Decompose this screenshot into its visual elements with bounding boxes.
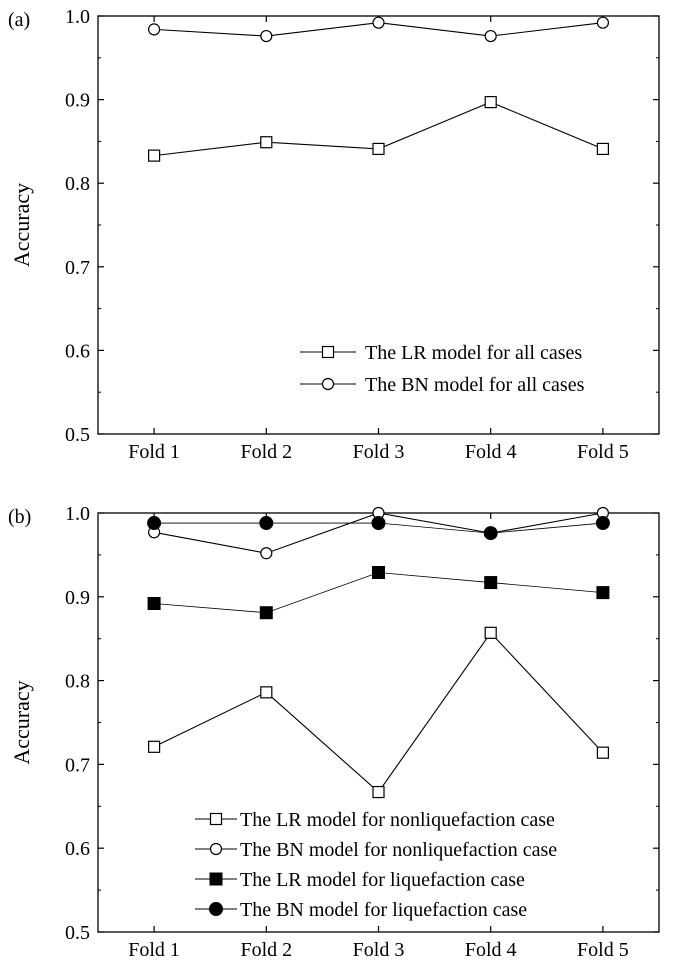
x-tick-label: Fold 5 (577, 441, 629, 463)
data-point (596, 746, 610, 759)
data-point (147, 516, 162, 531)
y-axis-title: Accuracy (9, 680, 34, 764)
data-point (372, 565, 385, 579)
data-point (259, 606, 273, 620)
legend-item: The BN model for all cases (300, 374, 585, 396)
data-point (259, 516, 274, 531)
data-point (372, 142, 385, 156)
x-tick-label: Fold 3 (353, 939, 405, 961)
series-1 (148, 506, 610, 560)
legend-label: The BN model for all cases (365, 374, 585, 396)
series-1 (148, 16, 610, 43)
data-point (260, 686, 273, 699)
y-tick-label: 0.7 (65, 257, 90, 279)
legend-marker (209, 842, 223, 856)
x-tick-label: Fold 4 (465, 441, 517, 463)
data-point (371, 516, 386, 531)
y-tick-label: 0.8 (65, 173, 90, 195)
x-tick-label: Fold 3 (353, 441, 405, 463)
y-tick-label: 0.6 (65, 340, 90, 362)
legend-item: The LR model for nonliquefaction case (195, 809, 555, 831)
y-tick-label: 0.9 (65, 587, 90, 609)
legend-item: The LR model for liquefaction case (195, 869, 525, 891)
legend-marker (209, 902, 223, 916)
y-tick-label: 0.7 (65, 754, 90, 776)
y-tick-label: 1.0 (65, 503, 90, 525)
x-tick-label: Fold 1 (128, 441, 180, 463)
y-tick-label: 0.5 (65, 922, 90, 944)
x-tick-label: Fold 4 (465, 939, 517, 961)
data-point (372, 785, 385, 799)
data-point (260, 547, 273, 560)
data-point (147, 597, 161, 611)
legend-label: The LR model for all cases (365, 342, 582, 364)
series-2 (147, 565, 610, 620)
legend: The LR model for nonliquefaction case The… (195, 809, 557, 921)
legend-label: The BN model for liquefaction case (240, 899, 527, 921)
x-tick-label: Fold 2 (240, 939, 292, 961)
data-point (596, 142, 610, 156)
y-axis-title: Accuracy (9, 183, 34, 267)
data-point (372, 16, 385, 29)
legend-item: The BN model for nonliquefaction case (195, 839, 557, 861)
legend-label: The BN model for nonliquefaction case (240, 839, 557, 861)
data-point (484, 626, 497, 639)
chart-panel-a: 0.5 0.6 0.7 0.8 0.9 1.0 Fold 1 Fold 2 Fold 3 Fold… (8, 6, 660, 463)
y-tick-label: 1.0 (65, 6, 90, 28)
data-point (484, 96, 497, 109)
legend-marker (209, 812, 223, 826)
legend-marker (209, 872, 223, 886)
data-point (596, 586, 610, 600)
data-point (484, 29, 497, 43)
x-tick-label: Fold 1 (128, 939, 180, 961)
data-point (260, 136, 273, 149)
y-tick-label: 0.5 (65, 424, 90, 446)
legend-label: The LR model for nonliquefaction case (240, 809, 555, 831)
legend: The LR model for all cases The BN model f… (300, 342, 585, 396)
y-tick-label: 0.6 (65, 838, 90, 860)
data-point (596, 16, 610, 29)
chart-panel-b: 0.5 0.6 0.7 0.8 0.9 1.0 Fold 1 Fold 2 Fold 3 Fold… (8, 503, 660, 961)
series-3 (147, 516, 610, 541)
panel-label: (a) (8, 9, 30, 31)
data-point (484, 576, 498, 590)
legend-item: The BN model for liquefaction case (195, 899, 527, 921)
data-point (148, 740, 161, 753)
data-point (148, 23, 161, 36)
x-tick-label: Fold 2 (240, 441, 292, 463)
data-point (260, 29, 273, 43)
data-point (595, 516, 610, 531)
data-point (483, 526, 498, 541)
legend-item: The LR model for all cases (300, 342, 582, 364)
legend-label: The LR model for liquefaction case (240, 869, 525, 891)
series-line (153, 631, 604, 793)
plot-frame (97, 15, 660, 435)
legend-marker (321, 377, 335, 391)
y-tick-label: 0.8 (65, 671, 90, 693)
x-tick-label: Fold 5 (577, 939, 629, 961)
legend-marker (321, 345, 335, 359)
series-0 (148, 626, 610, 799)
series-0 (148, 96, 610, 162)
y-tick-label: 0.9 (65, 90, 90, 112)
data-point (148, 149, 161, 162)
panel-label: (b) (8, 506, 31, 528)
